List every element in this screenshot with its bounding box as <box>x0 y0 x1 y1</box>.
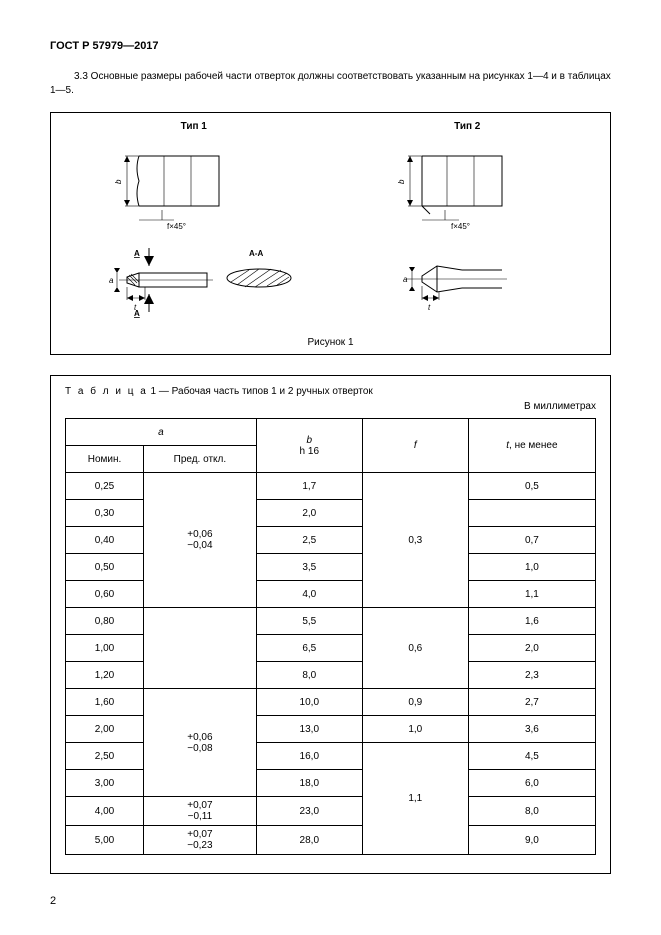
svg-text:a: a <box>109 276 114 285</box>
chamfer-label-2: f×45° <box>451 222 470 231</box>
chamfer-label-1: f×45° <box>167 222 186 231</box>
col-f-header: f <box>362 419 468 473</box>
svg-text:A: A <box>134 249 140 258</box>
table-units: В миллиметрах <box>65 401 596 412</box>
col-b-header: b h 16 <box>256 419 362 473</box>
svg-text:b: b <box>397 179 406 184</box>
clause-3-3: 3.3 Основные размеры рабочей части отвер… <box>50 70 611 98</box>
svg-text:A: A <box>134 309 140 318</box>
table-row: 5,00+0,07−0,2328,09,0 <box>66 826 596 855</box>
table-1-frame: Т а б л и ц а 1 — Рабочая часть типов 1 … <box>50 375 611 874</box>
table-row: 1,60+0,06−0,0810,00,92,7 <box>66 689 596 716</box>
col-a-tol-header: Пред. откл. <box>144 446 257 473</box>
col-t-header: t, не менее <box>468 419 595 473</box>
svg-text:b: b <box>114 179 123 184</box>
table-title: Т а б л и ц а 1 — Рабочая часть типов 1 … <box>65 386 596 397</box>
type2-drawing: f×45° b <box>367 138 567 328</box>
svg-text:a: a <box>403 275 408 284</box>
figure-1-frame: Тип 1 f×45° <box>50 112 611 355</box>
svg-text:t: t <box>428 303 431 312</box>
page-number: 2 <box>50 895 56 907</box>
table-row: 0,805,50,61,6 <box>66 608 596 635</box>
table-row: 4,00+0,07−0,1123,08,0 <box>66 797 596 826</box>
figure-caption: Рисунок 1 <box>67 337 594 348</box>
col-a-header: a <box>66 419 257 446</box>
table-row: 0,25+0,06−0,041,70,30,5 <box>66 473 596 500</box>
table-1: a b h 16 f t, не менее Номин. Пред. откл… <box>65 418 596 855</box>
type1-drawing: f×45° b <box>79 138 309 328</box>
type2-label: Тип 2 <box>341 121 595 132</box>
standard-id: ГОСТ Р 57979—2017 <box>50 40 611 52</box>
section-label: A-A <box>249 249 263 258</box>
type1-label: Тип 1 <box>67 121 321 132</box>
col-a-nom-header: Номин. <box>66 446 144 473</box>
